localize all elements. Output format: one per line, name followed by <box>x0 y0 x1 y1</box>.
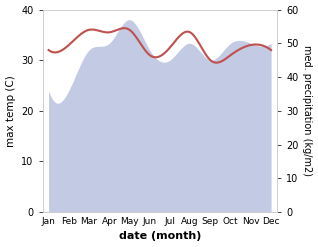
Y-axis label: med. precipitation (kg/m2): med. precipitation (kg/m2) <box>302 45 313 176</box>
X-axis label: date (month): date (month) <box>119 231 201 242</box>
Y-axis label: max temp (C): max temp (C) <box>5 75 16 147</box>
